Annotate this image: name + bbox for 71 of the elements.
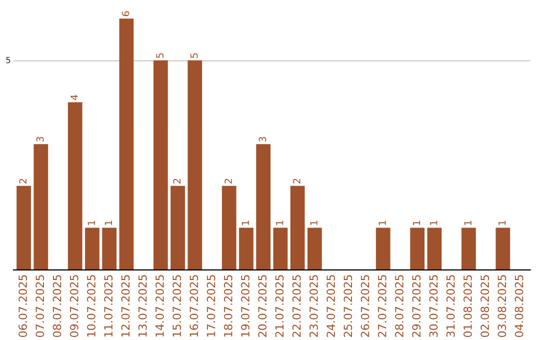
x-tick-label: 19.07.2025 bbox=[241, 275, 250, 337]
data-label: 1 bbox=[464, 220, 472, 225]
x-tick-label: 14.07.2025 bbox=[155, 275, 164, 337]
data-label: 1 bbox=[498, 220, 506, 225]
x-tick-label: 17.07.2025 bbox=[206, 275, 216, 337]
bar bbox=[290, 186, 305, 270]
data-label: 1 bbox=[378, 220, 386, 225]
x-tick-label: 30.07.2025 bbox=[429, 275, 438, 337]
ref-line-label: 5 bbox=[6, 56, 10, 64]
bar bbox=[307, 228, 322, 270]
x-tick-label: 07.07.2025 bbox=[36, 275, 44, 338]
x-tick-label: 06.07.2025 bbox=[18, 275, 27, 338]
x-tick-label: 18.07.2025 bbox=[224, 275, 232, 337]
x-tick-label: 29.07.2025 bbox=[412, 275, 421, 337]
bar bbox=[239, 228, 254, 270]
x-tick-label: 25.07.2025 bbox=[344, 275, 352, 337]
bar bbox=[68, 102, 82, 270]
x-tick-label: 03.08.2025 bbox=[498, 275, 506, 338]
data-label: 3 bbox=[36, 136, 44, 142]
x-tick-label: 02.08.2025 bbox=[480, 275, 490, 338]
data-label: 2 bbox=[173, 178, 180, 184]
x-tick-label: 08.07.2025 bbox=[52, 275, 62, 338]
data-label: 2 bbox=[19, 178, 26, 184]
bar bbox=[273, 228, 288, 270]
x-tick-label: 09.07.2025 bbox=[70, 275, 78, 338]
bar bbox=[85, 228, 100, 270]
x-tick-label: 31.07.2025 bbox=[446, 275, 455, 337]
data-label: 1 bbox=[88, 220, 95, 225]
bar bbox=[376, 228, 390, 270]
x-tick-label: 10.07.2025 bbox=[87, 275, 96, 337]
bar bbox=[34, 144, 48, 270]
bar bbox=[256, 144, 271, 270]
data-label: 1 bbox=[412, 220, 420, 225]
data-label: 1 bbox=[242, 220, 249, 225]
x-tick-label: 11.07.2025 bbox=[104, 275, 113, 337]
data-label: 5 bbox=[190, 53, 198, 58]
x-tick-label: 15.07.2025 bbox=[172, 275, 181, 337]
x-tick-label: 28.07.2025 bbox=[395, 275, 404, 337]
bar bbox=[153, 60, 168, 270]
x-tick-label: 22.07.2025 bbox=[292, 275, 301, 337]
bar bbox=[410, 228, 425, 270]
x-tick-label: 24.07.2025 bbox=[326, 275, 336, 337]
x-tick-label: 26.07.2025 bbox=[360, 275, 370, 337]
x-tick-label: 01.08.2025 bbox=[463, 275, 472, 338]
bar bbox=[170, 186, 185, 270]
data-label: 6 bbox=[122, 11, 130, 16]
x-tick-label: 16.07.2025 bbox=[190, 275, 198, 337]
bar bbox=[222, 186, 236, 270]
data-label: 1 bbox=[430, 220, 438, 225]
data-label: 3 bbox=[258, 136, 266, 142]
data-label: 2 bbox=[293, 178, 300, 184]
bar bbox=[461, 228, 476, 270]
x-tick-label: 12.07.2025 bbox=[121, 275, 130, 337]
data-label: 1 bbox=[276, 220, 284, 225]
bar bbox=[119, 18, 134, 270]
x-tick-label: 23.07.2025 bbox=[309, 275, 318, 337]
data-label: 2 bbox=[224, 178, 232, 184]
x-tick-label: 21.07.2025 bbox=[275, 275, 284, 337]
bar bbox=[102, 228, 117, 270]
x-tick-label: 20.07.2025 bbox=[258, 275, 267, 337]
data-label: 1 bbox=[310, 220, 318, 225]
bar bbox=[16, 186, 31, 270]
bar bbox=[427, 228, 442, 270]
bar bbox=[188, 60, 202, 270]
x-tick-label: 27.07.2025 bbox=[378, 275, 386, 337]
bar bbox=[496, 228, 510, 270]
data-label: 4 bbox=[70, 94, 78, 100]
x-tick-label: 04.08.2025 bbox=[514, 275, 524, 338]
data-label: 1 bbox=[104, 220, 112, 225]
data-label: 5 bbox=[156, 53, 164, 58]
x-tick-label: 13.07.2025 bbox=[138, 275, 147, 337]
